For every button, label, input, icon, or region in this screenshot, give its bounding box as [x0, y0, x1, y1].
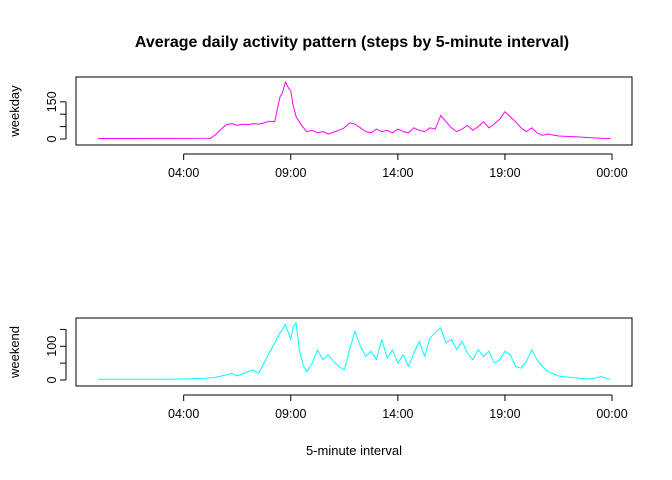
weekday-plot-frame	[75, 76, 633, 146]
weekend-x-tick-label: 04:00	[168, 407, 199, 421]
weekend-y-tick-label: 0	[45, 376, 59, 383]
weekday-series-line	[97, 81, 611, 139]
weekday-x-tick-label: 14:00	[382, 166, 413, 180]
weekend-y-tick-label: 100	[45, 336, 59, 357]
weekend-axis-label: weekend	[7, 326, 22, 379]
weekend-x-tick-label: 19:00	[489, 407, 520, 421]
weekend-x-axis: 04:00 09:00 14:00 19:00 00:00	[168, 394, 628, 421]
chart-title: Average daily activity pattern (steps by…	[135, 34, 569, 51]
weekday-y-tick-label: 150	[45, 91, 59, 112]
weekday-x-tick-label: 09:00	[275, 166, 306, 180]
weekday-x-tick-label: 19:00	[489, 166, 520, 180]
weekday-y-axis: 0 150	[45, 91, 67, 142]
weekday-x-tick-label: 04:00	[168, 166, 199, 180]
weekday-x-tick-label: 00:00	[596, 166, 627, 180]
weekend-x-tick-label: 00:00	[596, 407, 627, 421]
weekday-axis-label: weekday	[7, 85, 22, 138]
weekend-x-tick-label: 14:00	[382, 407, 413, 421]
weekend-series-line	[98, 322, 611, 380]
weekend-plot-frame	[75, 317, 633, 387]
x-axis-title: 5-minute interval	[306, 443, 402, 458]
weekend-panel: weekend 0 100 04:00 09:00 14:00 19:00 00:00	[7, 317, 633, 421]
weekend-y-axis: 0 100	[45, 328, 67, 383]
weekday-panel: weekday 0 150 04:00 09:00 14:00 19:00 00:00	[7, 76, 633, 180]
weekend-x-tick-label: 09:00	[275, 407, 306, 421]
weekday-y-tick-label: 0	[45, 135, 59, 142]
weekday-x-axis: 04:00 09:00 14:00 19:00 00:00	[168, 153, 628, 180]
